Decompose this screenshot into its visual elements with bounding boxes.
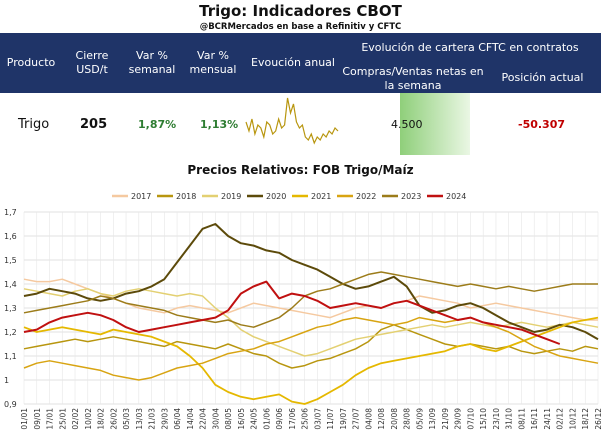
table-row: Trigo 205 1,87% 1,13% 4.500 -50.307 xyxy=(0,93,601,158)
y-tick-label: 1,1 xyxy=(4,352,17,361)
x-tick-label: 10/12 xyxy=(568,408,577,430)
series-line-2023 xyxy=(23,271,598,328)
y-tick-label: 1,7 xyxy=(4,208,17,217)
x-tick-label: 03/07 xyxy=(313,408,322,430)
x-tick-label: 31/10 xyxy=(505,408,514,430)
cell-compras: 4.500 xyxy=(391,118,423,131)
cell-producto: Trigo xyxy=(18,117,50,132)
x-tick-label: 18/12 xyxy=(581,408,590,430)
x-tick-label: 25/01 xyxy=(58,408,67,430)
x-tick-label: 20/08 xyxy=(390,408,399,430)
x-tick-label: 08/11 xyxy=(517,408,526,430)
x-tick-label: 18/02 xyxy=(97,408,106,430)
x-tick-label: 19/07 xyxy=(339,408,348,430)
x-tick-label: 11/07 xyxy=(326,408,335,430)
x-tick-label: 16/11 xyxy=(530,408,539,430)
x-tick-label: 21/09 xyxy=(441,408,450,430)
y-tick-label: 0,9 xyxy=(4,400,17,409)
col-var-mensual: Var % mensual xyxy=(189,49,237,76)
col-producto: Producto xyxy=(6,56,56,69)
y-tick-label: 1 xyxy=(4,376,9,385)
legend-label-2022: 2022 xyxy=(356,192,376,201)
series-line-2021 xyxy=(23,316,599,405)
legend-label-2021: 2021 xyxy=(311,192,331,201)
x-tick-label: 15/10 xyxy=(479,408,488,430)
x-tick-label: 25/06 xyxy=(301,408,310,430)
series-line-2024 xyxy=(23,280,561,345)
x-tick-label: 29/03 xyxy=(160,408,169,430)
x-tick-label: 12/08 xyxy=(377,408,386,430)
x-tick-label: 10/02 xyxy=(84,408,93,430)
page-title: Trigo: Indicadores CBOT xyxy=(199,2,402,20)
x-tick-label: 09/01 xyxy=(33,408,42,430)
legend-label-2024: 2024 xyxy=(446,192,466,201)
y-tick-label: 1,2 xyxy=(4,328,17,337)
legend-label-2020: 2020 xyxy=(266,192,286,201)
legend-label-2019: 2019 xyxy=(221,192,241,201)
x-tick-label: 21/03 xyxy=(148,408,157,430)
x-tick-label: 27/07 xyxy=(352,408,361,430)
x-tick-label: 28/08 xyxy=(403,408,412,430)
col-cierre: Cierre USD/t xyxy=(75,49,109,76)
x-tick-label: 01/06 xyxy=(262,408,271,430)
col-compras-ventas: Compras/Ventas netas en la semana xyxy=(342,65,484,92)
x-tick-label: 04/08 xyxy=(364,408,373,430)
y-tick-label: 1,6 xyxy=(4,232,17,241)
x-tick-label: 06/04 xyxy=(173,408,182,430)
x-tick-label: 17/06 xyxy=(288,408,297,430)
x-tick-label: 26/02 xyxy=(109,408,118,430)
series-line-2018 xyxy=(23,324,599,369)
x-tick-label: 29/09 xyxy=(454,408,463,430)
cell-var-semanal: 1,87% xyxy=(138,118,177,131)
x-tick-label: 05/03 xyxy=(122,408,131,430)
col-evolucion-anual: Evoución anual xyxy=(251,56,335,69)
col-cftc-group: Evolución de cartera CFTC en contratos xyxy=(361,41,579,54)
cell-cierre: 205 xyxy=(80,117,108,132)
table-header: Producto Cierre USD/t Var % semanal Var … xyxy=(0,33,601,93)
x-tick-label: 14/04 xyxy=(186,408,195,430)
x-tick-label: 05/09 xyxy=(415,408,424,430)
x-tick-label: 24/11 xyxy=(543,408,552,430)
x-tick-label: 13/03 xyxy=(135,408,144,430)
col-var-semanal: Var % semanal xyxy=(128,49,176,76)
x-tick-label: 30/04 xyxy=(211,408,220,430)
cftc-bar xyxy=(400,93,470,155)
legend-label-2017: 2017 xyxy=(131,192,151,201)
page-subtitle: @BCRMercados en base a Refinitiv y CFTC xyxy=(199,22,402,32)
x-tick-label: 01/01 xyxy=(20,408,29,430)
series-line-2022 xyxy=(23,316,599,381)
series-line-2020 xyxy=(23,223,599,341)
x-tick-label: 17/01 xyxy=(46,408,55,430)
cell-var-mensual: 1,13% xyxy=(200,118,239,131)
x-tick-label: 09/06 xyxy=(275,408,284,430)
x-tick-label: 16/05 xyxy=(237,408,246,430)
x-tick-label: 02/12 xyxy=(556,408,565,430)
x-tick-label: 08/05 xyxy=(224,408,233,430)
y-tick-label: 1,3 xyxy=(4,304,17,313)
cell-posicion: -50.307 xyxy=(518,118,566,131)
y-tick-label: 1,4 xyxy=(4,280,17,289)
x-tick-label: 13/09 xyxy=(428,408,437,430)
chart-title: Precios Relativos: FOB Trigo/Maíz xyxy=(187,163,414,177)
y-tick-label: 1,5 xyxy=(4,256,17,265)
x-tick-label: 24/05 xyxy=(250,408,259,430)
x-tick-label: 02/02 xyxy=(71,408,80,430)
col-posicion-actual: Posición actual xyxy=(501,71,584,84)
legend-label-2023: 2023 xyxy=(401,192,421,201)
x-tick-label: 07/10 xyxy=(466,408,475,430)
x-tick-label: 23/10 xyxy=(492,408,501,430)
x-tick-label: 22/04 xyxy=(199,408,208,430)
x-tick-label: 26/12 xyxy=(594,408,601,430)
legend-label-2018: 2018 xyxy=(176,192,196,201)
